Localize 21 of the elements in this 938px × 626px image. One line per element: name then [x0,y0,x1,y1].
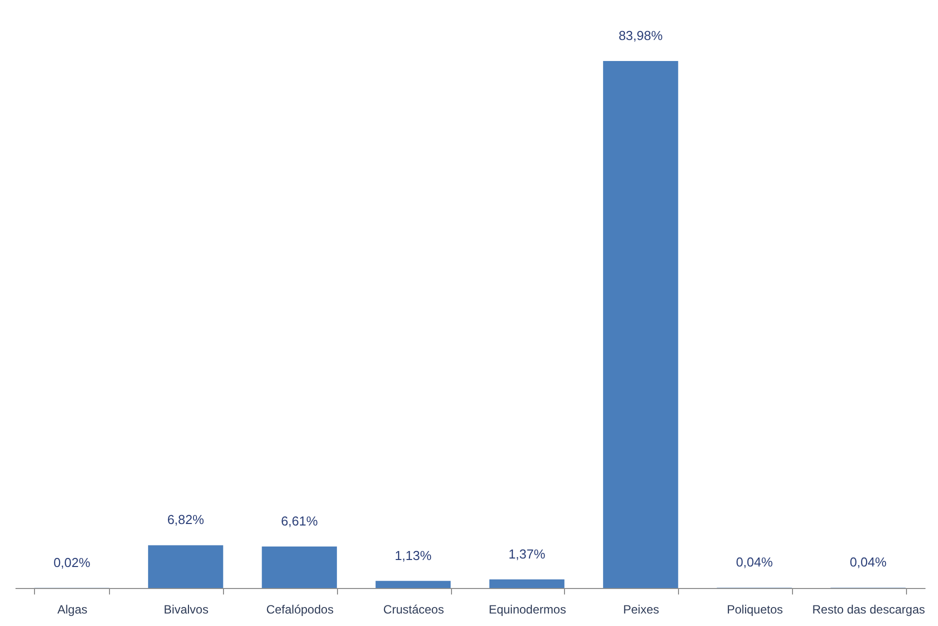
bar [489,579,564,588]
data-label: 0,04% [850,554,887,570]
x-tick-label: Poliquetos [726,602,783,616]
x-tick-label: Cefalópodos [266,602,334,616]
x-tick-label: Crustáceos [383,602,444,616]
data-label: 0,02% [53,554,91,570]
data-label: 6,82% [167,512,204,528]
x-tick-label: Equinodermos [488,602,566,616]
data-label: 6,61% [280,514,318,529]
bar [603,61,678,588]
bar [376,580,451,588]
data-label: 1,13% [394,548,432,563]
x-tick-label: Bivalvos [164,602,208,616]
x-tick-label: Peixes [623,602,660,616]
data-label: 83,98% [618,28,664,43]
bar [262,546,337,588]
x-tick-label: Resto das descargas [812,602,925,616]
x-tick-label: Algas [57,602,88,616]
bar [148,545,224,588]
data-label: 1,37% [508,546,546,562]
data-label: 0,04% [736,554,774,570]
